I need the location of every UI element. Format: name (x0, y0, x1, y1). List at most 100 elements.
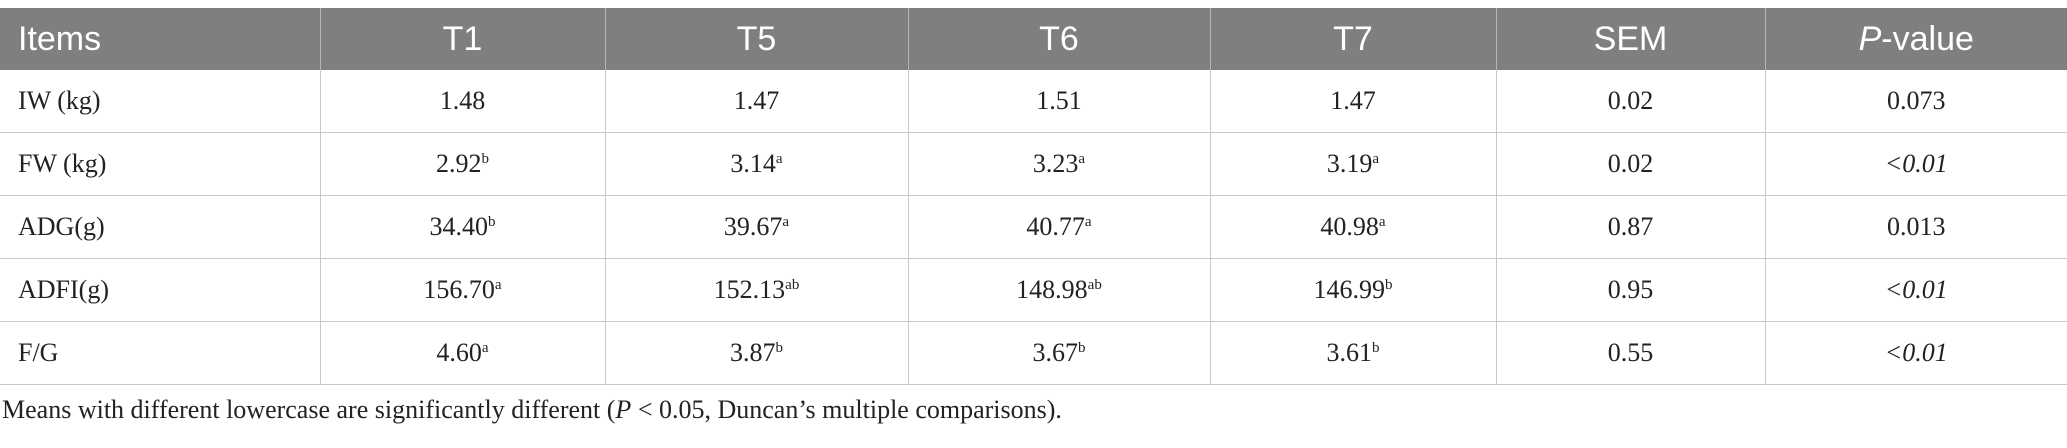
table-cell: 0.87 (1496, 195, 1766, 259)
table-cell: F/G (0, 321, 321, 385)
cell-text: 40.98 (1320, 212, 1379, 241)
table-cell: 4.60a (320, 321, 606, 385)
cell-text: 152.13 (713, 275, 786, 304)
table-row: FW (kg) 2.92b 3.14a 3.23a 3.19a 0.02 <0.01 (0, 132, 2067, 196)
cell-text: 0.073 (1887, 86, 1946, 115)
cell-text: 3.67 (1032, 338, 1079, 367)
superscript: a (1084, 214, 1092, 230)
table-row: ADFI(g) 156.70a 152.13ab 148.98ab 146.99b 0.9… (0, 258, 2067, 322)
superscript: a (775, 151, 783, 167)
cell-text: 146.99 (1313, 275, 1386, 304)
cell-text: 156.70 (423, 275, 495, 304)
table-cell: 0.55 (1496, 321, 1766, 385)
table-cell: ADG(g) (0, 195, 321, 259)
cell-text: ADG(g) (18, 212, 105, 241)
table-cell: 1.47 (605, 70, 909, 133)
header-cell: T5 (605, 8, 909, 70)
table-cell: 0.013 (1765, 195, 2067, 259)
table-body: IW (kg) 1.48 1.47 1.51 1.47 0.02 0.073 FW (kg) 2… (0, 70, 2067, 385)
cell-text: ADFI(g) (18, 275, 109, 304)
cell-text: FW (kg) (18, 149, 107, 178)
table-cell: <0.01 (1765, 132, 2067, 196)
footnote: Means with different lowercase are signi… (2, 395, 2067, 425)
cell-text: 0.55 (1607, 338, 1654, 367)
cell-text: 0.95 (1607, 275, 1654, 304)
cell-text: 1.47 (1330, 86, 1376, 115)
superscript: a (1078, 151, 1086, 167)
superscript: a (481, 340, 489, 356)
table-cell: 1.51 (908, 70, 1211, 133)
header-cell: T1 (320, 8, 606, 70)
table-cell: FW (kg) (0, 132, 321, 196)
cell-text: T1 (442, 19, 483, 58)
cell-text: <0.01 (1884, 338, 1948, 367)
table-cell: 2.92b (320, 132, 606, 196)
cell-text: T6 (1039, 19, 1079, 58)
cell-text: 39.67 (723, 212, 783, 241)
table-cell: ADFI(g) (0, 258, 321, 322)
cell-text: 3.19 (1326, 149, 1373, 178)
superscript: b (1372, 340, 1380, 356)
table-cell: 3.67b (908, 321, 1211, 385)
cell-text: 0.013 (1887, 212, 1946, 241)
table-cell: 0.95 (1496, 258, 1766, 322)
superscript: b (1078, 340, 1086, 356)
table-cell: 3.19a (1210, 132, 1497, 196)
table-cell: 156.70a (320, 258, 606, 322)
superscript: a (494, 277, 502, 293)
cell-text: 0.87 (1607, 212, 1654, 241)
header-cell: T7 (1210, 8, 1497, 70)
cell-text: 3.23 (1032, 149, 1079, 178)
cell-text: <0.01 (1884, 275, 1948, 304)
table-cell: 1.47 (1210, 70, 1497, 133)
cell-text: 4.60 (436, 338, 482, 367)
cell-text: <0.01 (1884, 149, 1948, 178)
cell-text: T5 (736, 19, 777, 58)
footnote-italic: P (615, 395, 632, 424)
superscript: a (1378, 214, 1386, 230)
data-table: Items T1 T5 T6 T7 SEM P-value IW (kg) 1.48 1.47 1… (0, 8, 2067, 385)
cell-text: 148.98 (1016, 275, 1088, 304)
superscript: b (488, 214, 496, 230)
superscript: a (1372, 151, 1380, 167)
table-row: ADG(g) 34.40b 39.67a 40.77a 40.98a 0.87 0.013 (0, 195, 2067, 259)
table-cell: 34.40b (320, 195, 606, 259)
superscript: b (775, 340, 784, 356)
cell-text: 1.48 (439, 86, 486, 115)
header-cell: SEM (1496, 8, 1766, 70)
table-cell: 152.13ab (605, 258, 909, 322)
cell-text: IW (kg) (18, 86, 101, 115)
cell-text: T7 (1333, 19, 1373, 58)
cell-text: Items (18, 19, 102, 58)
table-row: F/G 4.60a 3.87b 3.67b 3.61b 0.55 <0.01 (0, 321, 2067, 385)
table-cell: 3.14a (605, 132, 909, 196)
table-cell: 40.98a (1210, 195, 1497, 259)
table-cell: 3.23a (908, 132, 1211, 196)
header-cell: Items (0, 8, 321, 70)
table-cell: 146.99b (1210, 258, 1497, 322)
cell-text: 40.77 (1026, 212, 1085, 241)
table-cell: 1.48 (320, 70, 606, 133)
superscript: b (1385, 277, 1393, 293)
cell-text: 3.14 (730, 149, 776, 178)
cell-text: -value (1881, 19, 1974, 58)
table-cell: 148.98ab (908, 258, 1211, 322)
table-cell: <0.01 (1765, 321, 2067, 385)
table-cell: 39.67a (605, 195, 909, 259)
cell-text: SEM (1593, 19, 1668, 58)
header-row: Items T1 T5 T6 T7 SEM P-value (0, 8, 2067, 70)
cell-text: 1.51 (1036, 86, 1082, 115)
table-cell: 0.02 (1496, 132, 1766, 196)
cell-text: 2.92 (436, 149, 482, 178)
superscript: ab (785, 277, 800, 293)
footnote-text: Means with different lowercase are signi… (2, 395, 616, 424)
table-cell: 3.61b (1210, 321, 1497, 385)
cell-text: 3.87 (730, 338, 776, 367)
header-cell: T6 (908, 8, 1211, 70)
cell-text: 1.47 (733, 86, 780, 115)
cell-text: 34.40 (429, 212, 489, 241)
cell-text: 0.02 (1607, 149, 1654, 178)
footnote-text: < 0.05, Duncan’s multiple comparisons). (631, 395, 1062, 424)
table-cell: 3.87b (605, 321, 909, 385)
table-row: IW (kg) 1.48 1.47 1.51 1.47 0.02 0.073 (0, 70, 2067, 133)
